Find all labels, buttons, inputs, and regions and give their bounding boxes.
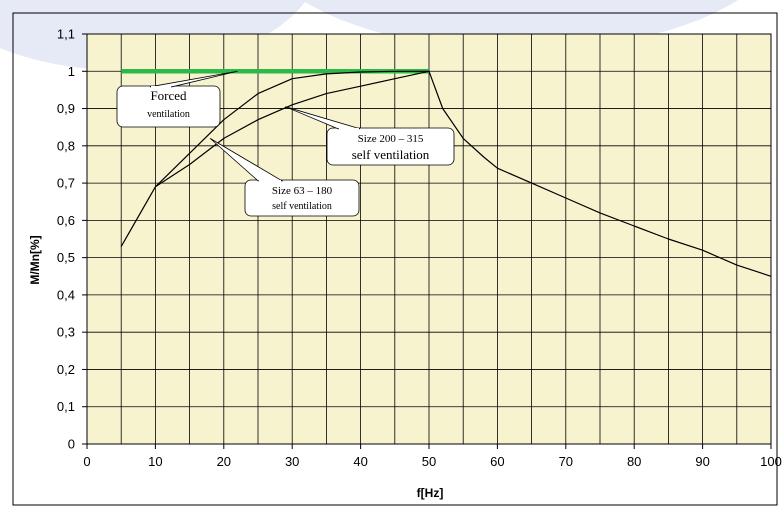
callout-text-line: self ventilation [352,147,430,162]
x-tick-label: 10 [148,454,162,469]
x-tick-label: 30 [285,454,299,469]
y-tick-label: 0,3 [57,325,75,340]
chart-frame [12,12,778,506]
y-tick-label: 1 [68,64,75,79]
y-tick-label: 0,5 [57,250,75,265]
x-tick-label: 80 [627,454,641,469]
series-line-4 [428,71,772,277]
callout-box [244,179,360,217]
y-tick-label: 1,1 [57,27,75,42]
callout-2: Size 200 – 315 self ventilation [285,106,455,166]
callout-text-line: Forced [150,88,187,103]
x-tick-label: 40 [353,454,367,469]
callout-text-line: ventilation [147,109,190,120]
x-tick-label: 60 [490,454,504,469]
y-tick-label: 0,2 [57,362,75,377]
annotation-group: Forced ventilation Size 200 – 315 self vent… [116,70,455,217]
x-tick-label: 100 [760,454,782,469]
y-tick-label: 0,9 [57,101,75,116]
y-axis-label: M/Mn[%] [28,235,42,284]
x-tick-label: 20 [217,454,231,469]
y-tick-label: 0,7 [57,176,75,191]
series-line-3 [155,70,430,188]
callout-box [326,127,455,166]
callout-3: Size 63 – 180 self ventilation [209,138,360,217]
callout-1: Forced ventilation [116,70,238,128]
y-tick-label: 0,6 [57,213,75,228]
y-tick-label: 0 [68,437,75,452]
series-group [120,69,772,277]
callout-text-line: Size 63 – 180 [272,185,333,197]
callout-text-line: self ventilation [272,201,332,212]
x-tick-label: 0 [83,454,90,469]
x-axis-label: f[Hz] [417,486,444,500]
x-tick-label: 50 [422,454,436,469]
y-tick-label: 0,8 [57,138,75,153]
callout-text-line: Size 200 – 315 [358,133,424,145]
x-tick-label: 70 [559,454,573,469]
series-line-2 [120,70,429,247]
y-tick-label: 0,1 [57,399,75,414]
x-tick-label: 90 [695,454,709,469]
y-tick-label: 0,4 [57,287,75,302]
axes: 0 0,1 0,2 0,3 0,4 0,5 0,6 0,7 0,8 0,9 1 1,1 0 10 20 30 4… [57,27,782,470]
